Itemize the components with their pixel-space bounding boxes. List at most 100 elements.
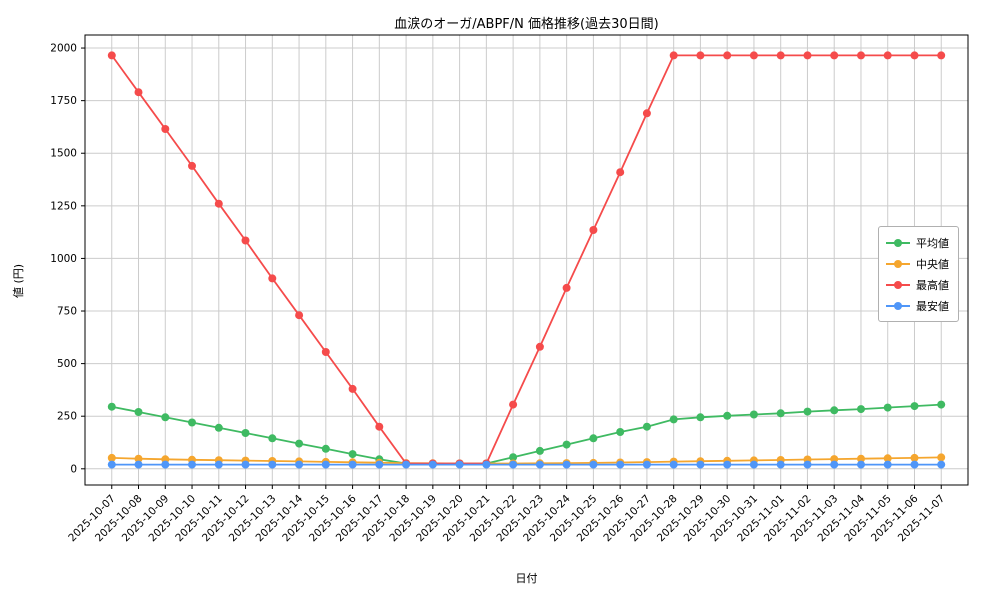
y-tick-label: 500 xyxy=(57,358,77,370)
data-point xyxy=(375,460,384,469)
data-point xyxy=(642,422,651,431)
data-point xyxy=(857,454,865,463)
data-point xyxy=(214,423,223,432)
gridlines xyxy=(85,35,968,485)
data-point xyxy=(910,460,919,469)
data-point xyxy=(883,454,892,463)
data-point xyxy=(616,168,625,177)
axis-ticks xyxy=(81,47,942,489)
data-point xyxy=(749,51,758,60)
data-point xyxy=(375,422,384,431)
data-point xyxy=(134,88,143,97)
data-point xyxy=(535,342,544,351)
data-point xyxy=(241,460,250,469)
legend-item-最高値: 最高値 xyxy=(886,274,949,295)
data-point xyxy=(642,109,651,118)
data-point xyxy=(937,51,946,60)
data-point xyxy=(241,429,250,437)
legend-marker-icon xyxy=(886,301,910,311)
data-point xyxy=(696,51,705,60)
data-point xyxy=(776,460,785,469)
data-point xyxy=(509,400,518,409)
y-tick-label: 1750 xyxy=(50,95,77,107)
data-point xyxy=(803,51,812,60)
data-point xyxy=(107,51,116,60)
data-point xyxy=(589,226,598,234)
legend-label: 最高値 xyxy=(916,278,949,292)
data-point xyxy=(883,51,892,60)
data-point xyxy=(161,413,170,422)
y-tick-labels: 0 250 500 750 1000 1250 1500 1750 2000 xyxy=(50,43,77,476)
data-point xyxy=(696,413,705,422)
data-point xyxy=(241,236,250,245)
data-point xyxy=(562,440,571,449)
data-point xyxy=(723,411,732,420)
data-point xyxy=(134,408,143,416)
legend-item-中央値: 中央値 xyxy=(886,253,949,274)
data-point xyxy=(509,460,518,469)
data-point xyxy=(857,460,865,469)
y-axis-label: 値 (円) xyxy=(12,263,25,298)
data-point xyxy=(723,460,732,469)
data-point xyxy=(723,51,732,60)
legend-marker-icon xyxy=(886,280,910,290)
data-point xyxy=(348,384,357,393)
y-tick-label: 1250 xyxy=(50,200,77,212)
x-axis-label: 日付 xyxy=(515,572,538,585)
data-point xyxy=(348,460,357,469)
series-最安値 xyxy=(107,460,946,469)
data-point xyxy=(669,460,678,469)
data-point xyxy=(107,460,116,469)
chart-title: 血涙のオーガ/ABPF/N 価格推移(過去30日間) xyxy=(394,17,659,32)
data-point xyxy=(937,460,946,469)
data-point xyxy=(321,348,330,356)
y-tick-label: 250 xyxy=(57,411,77,423)
data-point xyxy=(937,453,946,462)
data-point xyxy=(616,460,625,469)
data-point xyxy=(268,434,277,443)
data-point xyxy=(161,460,170,469)
data-point xyxy=(589,434,598,443)
data-point xyxy=(749,410,758,419)
data-point xyxy=(669,51,678,60)
plot-border xyxy=(84,34,969,486)
data-point xyxy=(910,453,919,462)
data-point xyxy=(562,460,571,469)
data-point xyxy=(589,460,598,469)
data-point xyxy=(776,51,785,60)
data-point xyxy=(830,51,839,60)
data-point xyxy=(562,283,571,292)
data-point xyxy=(107,402,116,411)
series-line xyxy=(111,403,942,465)
y-tick-label: 2000 xyxy=(50,43,77,55)
legend-item-平均値: 平均値 xyxy=(886,232,949,253)
data-point xyxy=(910,51,919,60)
series-平均値 xyxy=(107,400,946,468)
data-point xyxy=(161,125,170,133)
data-point xyxy=(857,51,865,60)
data-point xyxy=(214,460,223,469)
data-point xyxy=(348,450,357,459)
data-point xyxy=(776,409,785,418)
x-tick-labels: 2025-10-072025-10-082025-10-092025-10-10… xyxy=(66,492,947,544)
data-point xyxy=(910,402,919,411)
data-point xyxy=(134,460,143,469)
data-point xyxy=(642,460,651,469)
data-point xyxy=(402,460,411,469)
data-point xyxy=(830,460,839,469)
data-point xyxy=(268,274,277,283)
data-point xyxy=(535,446,544,455)
data-point xyxy=(188,460,196,469)
data-point xyxy=(188,418,196,427)
data-point xyxy=(803,407,812,416)
data-point xyxy=(616,428,625,436)
series-最高値 xyxy=(107,51,946,468)
data-point xyxy=(428,460,437,469)
data-point xyxy=(857,405,865,414)
data-point xyxy=(107,453,116,462)
data-point xyxy=(830,455,839,464)
data-point xyxy=(830,406,839,415)
series-line xyxy=(111,54,942,465)
data-point xyxy=(535,460,544,469)
